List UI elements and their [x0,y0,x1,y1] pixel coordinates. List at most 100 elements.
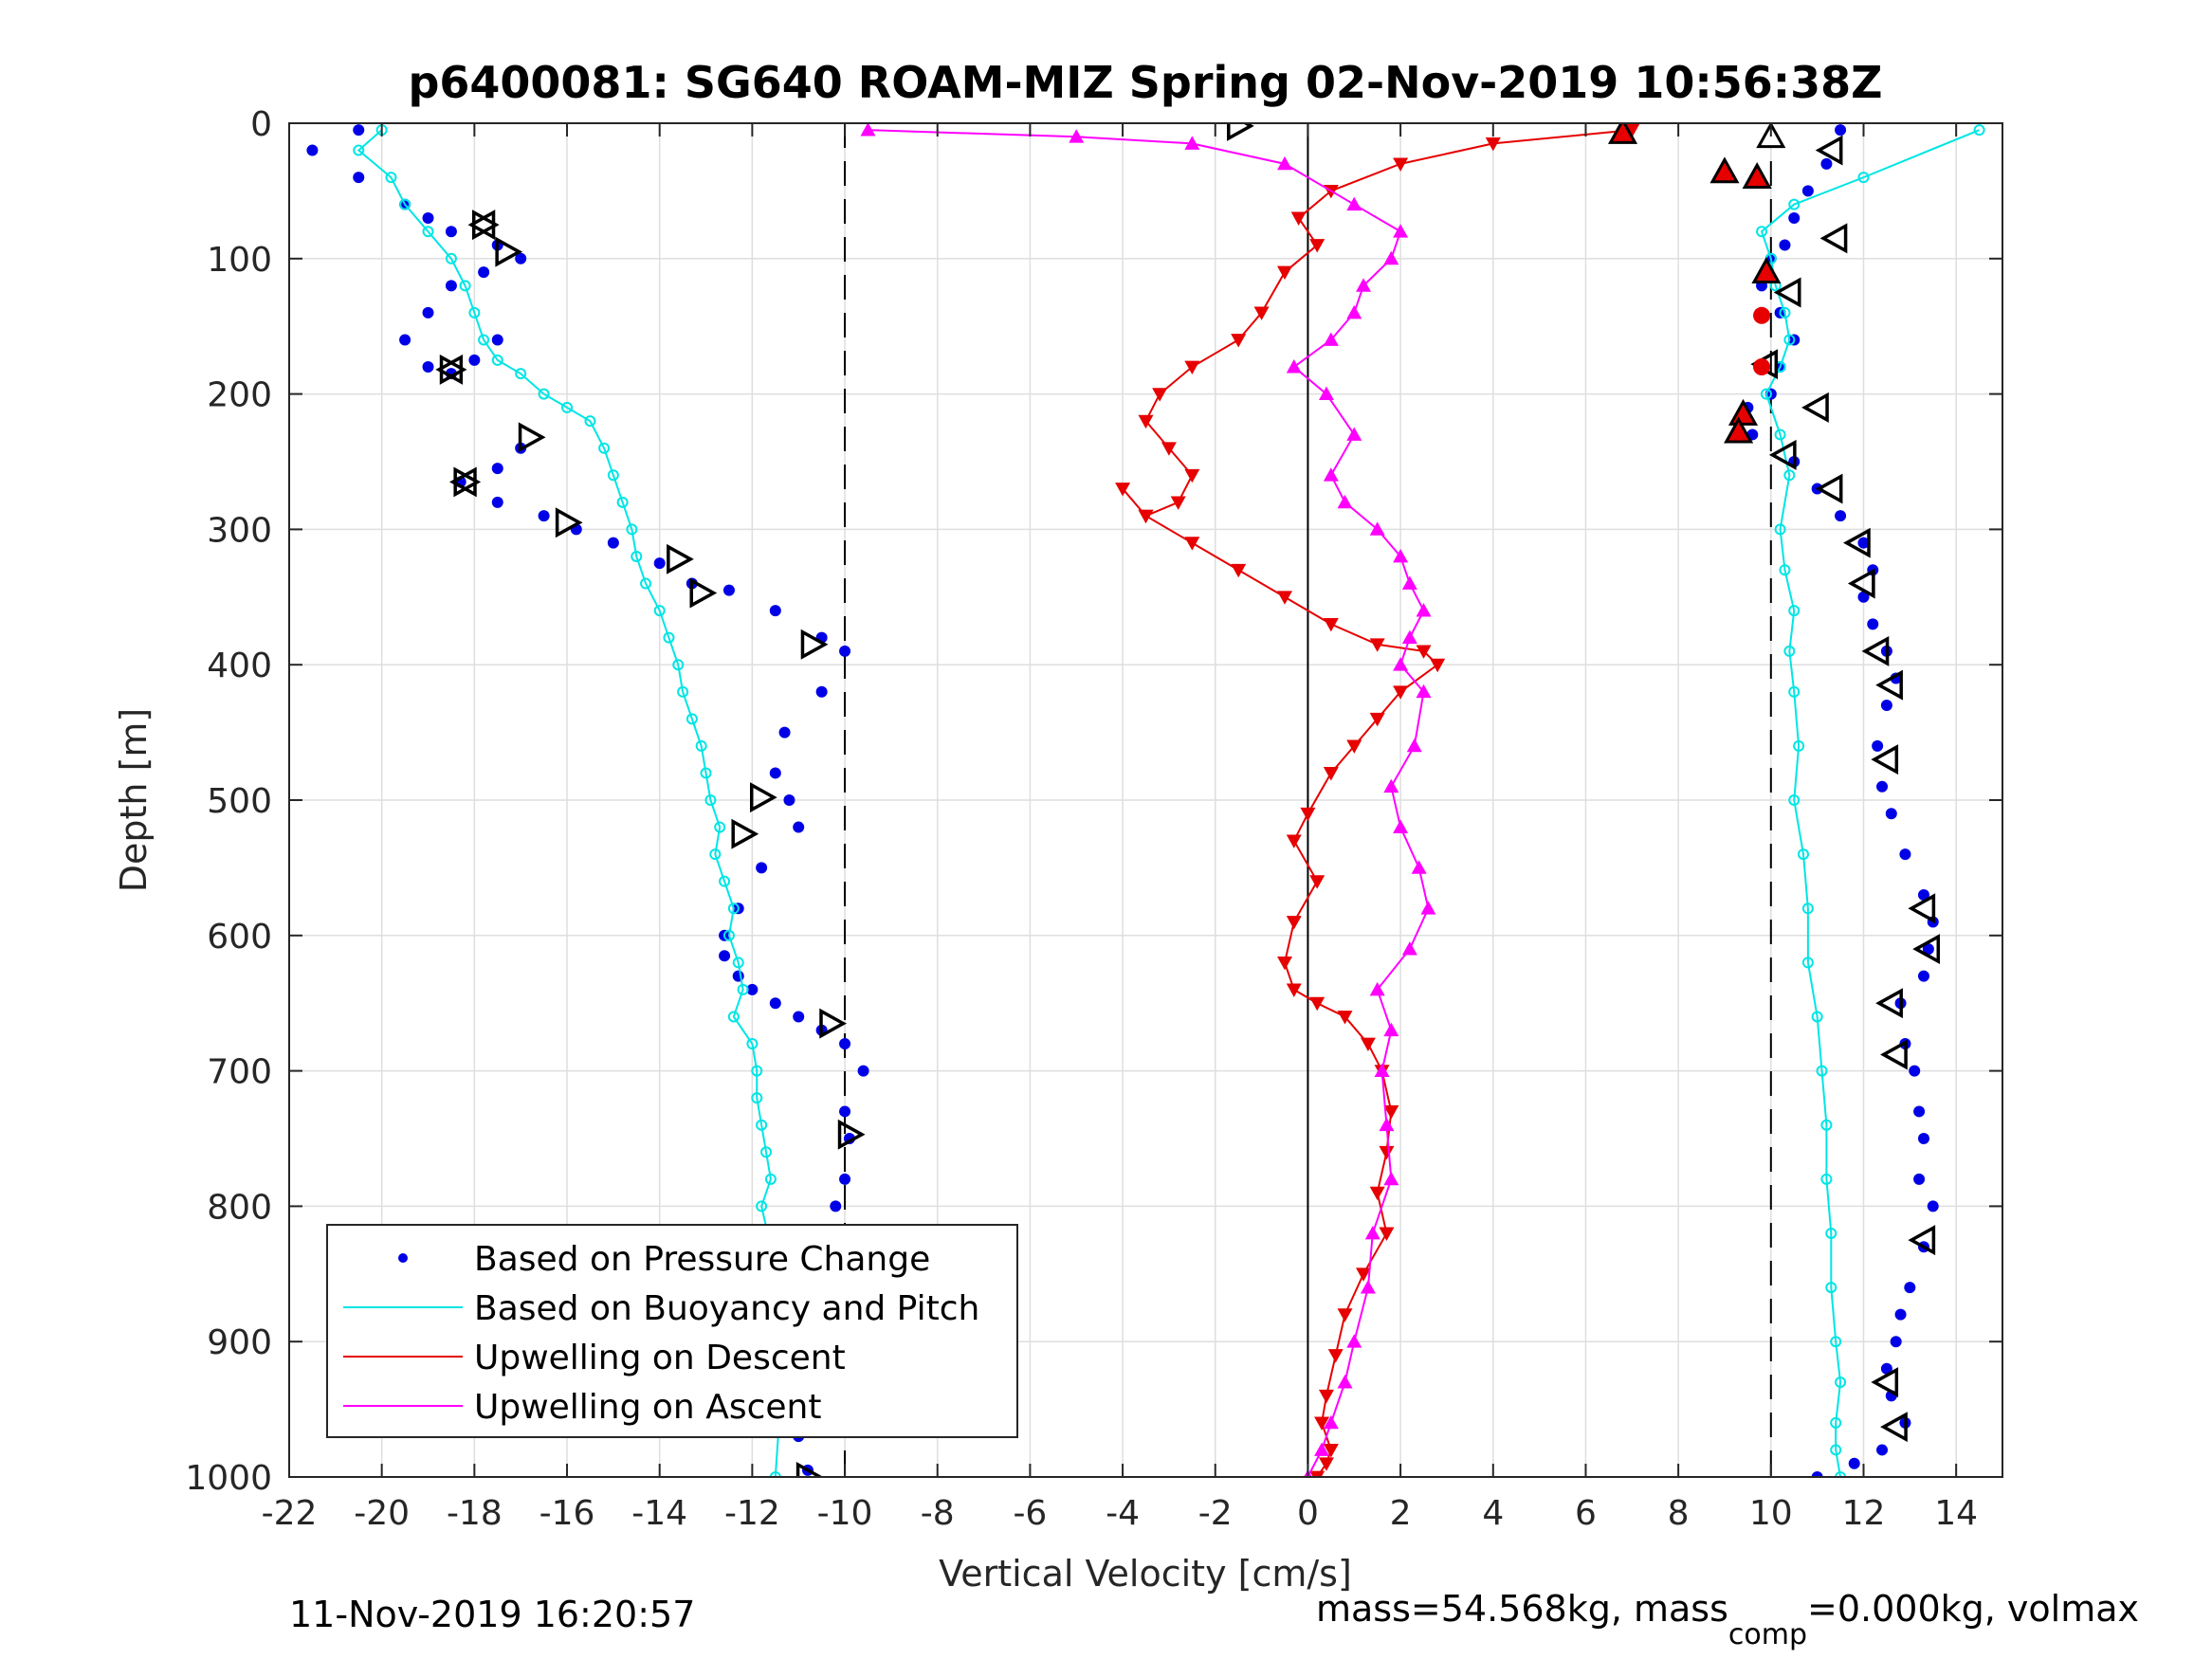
data-point [769,767,781,779]
data-point [1383,1022,1399,1037]
data-point [1309,239,1325,253]
data-point [1383,778,1399,793]
data-point [459,280,471,292]
data-point [1360,1037,1376,1052]
marker-up-triangle-red [1724,416,1754,444]
data-point [1774,428,1786,441]
marker-layer [435,123,1941,1477]
data-point [1138,414,1154,429]
data-point [1867,618,1879,630]
x-tick-label: 14 [1934,1494,1978,1533]
marker-right-triangle [731,818,759,849]
data-point [1184,537,1200,551]
data-point [538,510,550,522]
data-point [1369,712,1385,727]
data-point [653,557,666,570]
data-point [445,280,457,292]
data-point [1286,359,1302,374]
data-point [1314,1442,1330,1456]
y-tick-label: 200 [207,376,272,415]
marker-red-dot [1753,358,1771,376]
data-point [1323,617,1339,632]
data-point [1890,1336,1902,1348]
data-point [584,415,596,428]
marker-left-triangle [1880,1039,1908,1070]
data-point [1801,902,1814,915]
data-point [1374,1063,1390,1077]
data-point [1393,657,1409,671]
legend-label: Based on Pressure Change [474,1240,930,1279]
data-point [783,794,795,806]
marker-left-triangle [1768,439,1797,470]
data-point [722,584,735,596]
data-point [663,631,675,644]
data-point [1314,1416,1330,1431]
data-point [1393,685,1409,700]
data-point [1811,1471,1823,1477]
data-point [778,726,791,738]
data-point [1318,1389,1334,1404]
data-point [1318,386,1334,400]
data-point [1411,860,1427,874]
data-point [1857,172,1870,184]
data-point [1801,185,1814,197]
marker-left-triangle [1847,568,1875,599]
data-point [1309,875,1325,889]
data-point [1779,306,1791,319]
data-point [709,848,722,861]
data-point [1835,124,1847,137]
marker-up-triangle-red [1751,256,1782,283]
data-point [1346,739,1362,754]
data-point [385,172,397,184]
marker-left-triangle [1773,277,1801,308]
data-point [1816,1065,1828,1077]
x-tick-label: -22 [262,1494,318,1533]
data-point [616,496,629,508]
data-point [1383,250,1399,265]
data-point [1876,780,1889,793]
data-point [672,659,685,671]
data-point [1115,483,1131,497]
data-point [719,950,731,962]
data-point [727,1011,740,1023]
x-tick-label: 10 [1749,1494,1793,1533]
data-point [719,875,731,887]
data-point [1913,1173,1926,1185]
data-point [306,144,319,156]
data-point [1069,129,1085,143]
data-point [422,361,434,374]
data-point [607,469,619,482]
x-tick-label: 0 [1297,1494,1319,1533]
y-tick-label: 800 [207,1188,272,1227]
data-point [839,1038,851,1050]
y-axis-ticks: 0 100 200 300 400 500 600 700 800 900 1000 [185,105,2002,1498]
data-point [1346,304,1362,319]
footer-mass-info: mass=54.568kg, masscomp=0.000kg, volmax [1316,1588,2139,1651]
marker-right-triangle [555,507,583,538]
data-point [1369,981,1385,996]
data-point [1835,1376,1847,1389]
data-point [1880,700,1892,712]
x-tick-label: -4 [1106,1494,1140,1533]
data-point [686,713,698,725]
legend-label: Based on Buoyancy and Pitch [474,1289,979,1328]
data-point [1231,334,1247,348]
data-point [538,388,550,400]
data-point [399,334,411,346]
data-point [756,1119,768,1131]
data-point [1369,638,1385,652]
marker-left-triangle [435,354,464,385]
y-tick-label: 1000 [185,1459,272,1498]
data-point [1323,767,1339,781]
marker-up-triangle-red [1742,162,1772,190]
data-point [1880,1362,1892,1375]
data-point [1323,467,1339,482]
data-point [1346,427,1362,441]
data-point [1779,564,1791,576]
data-point [1318,1457,1334,1471]
data-point [1788,685,1801,698]
data-point [737,983,749,995]
series-line [868,129,1430,1477]
data-point [1416,645,1432,659]
data-point [1152,388,1168,402]
